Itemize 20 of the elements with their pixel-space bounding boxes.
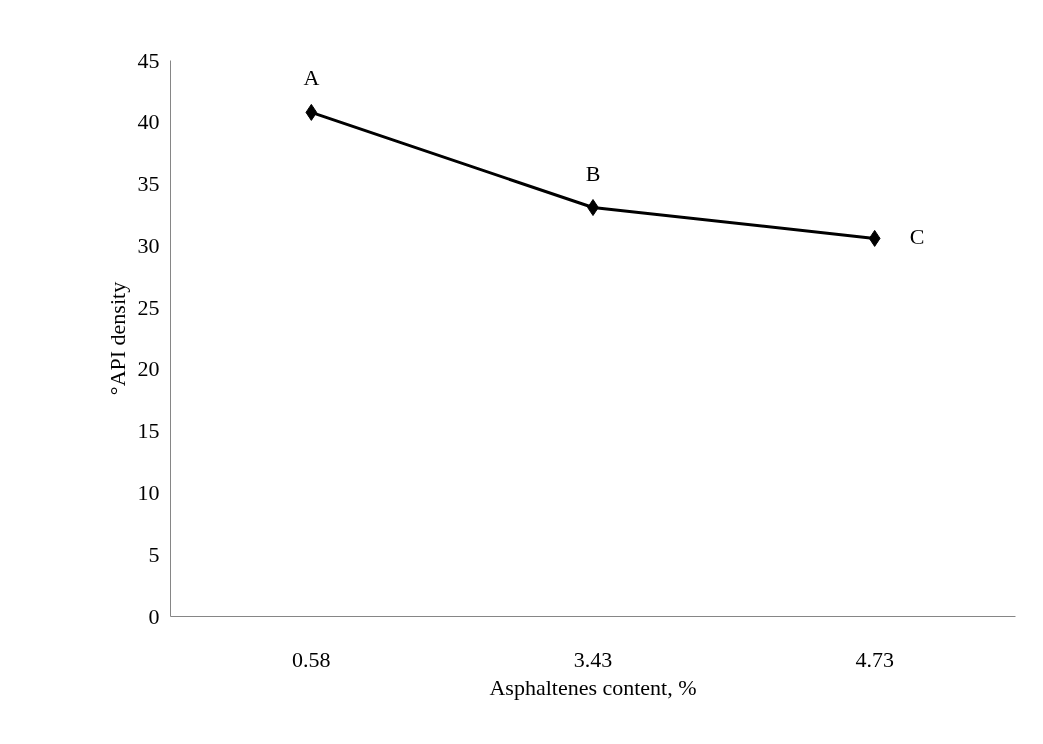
point (305, 103, 318, 121)
annotation: B (585, 160, 601, 186)
point (868, 229, 881, 247)
annotation: A (303, 65, 320, 91)
x-tick-label: 0.58 (292, 646, 331, 672)
x-tick-label: 3.43 (573, 646, 613, 672)
x-axis-title: Asphaltenes content, % (489, 674, 697, 700)
y-tick-label: 15 (137, 418, 160, 444)
x-tick-label: 4.73 (855, 646, 894, 672)
y-tick-label: 25 (137, 294, 160, 320)
y-tick-label: 0 (148, 603, 160, 629)
y-axis-title: °API density (104, 281, 130, 396)
y-tick-label: 35 (137, 171, 160, 197)
y-tick-label: 20 (137, 356, 160, 382)
annotation: C (909, 224, 925, 250)
y-tick-label: 45 (137, 47, 160, 73)
y-tick-label: 40 (137, 109, 160, 135)
y-tick-label: 5 (148, 541, 160, 567)
y-tick-label: 10 (137, 479, 160, 505)
y-tick-label: 30 (137, 232, 160, 258)
